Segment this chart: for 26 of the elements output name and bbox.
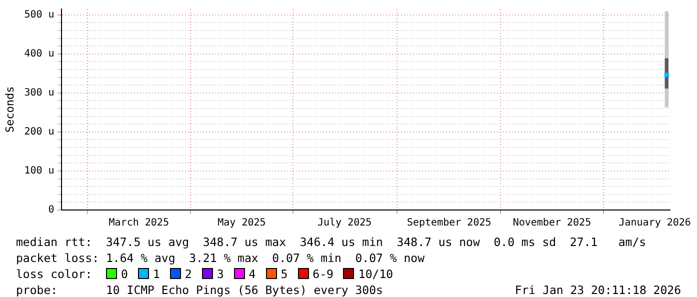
y-tick-label: 500 u	[24, 9, 54, 20]
legend-label: 10/10	[358, 267, 394, 281]
x-tick-label: July 2025	[317, 218, 372, 229]
y-tick-label: 400 u	[24, 48, 54, 60]
x-tick-label: March 2025	[108, 218, 169, 229]
x-tick-label: May 2025	[218, 218, 266, 229]
legend-label: 2	[184, 267, 192, 281]
legend-title: loss color:	[16, 267, 94, 281]
y-axis-title: Seconds	[3, 86, 16, 133]
text: Fri Jan 23 20:11:18 2026	[514, 283, 681, 297]
y-tick-label: 300 u	[24, 88, 54, 99]
text: median rtt: 347.5 us avg 348.7 us max 346.4 us min 348.7 us now 0.0 ms sd 27.1 am/s	[16, 235, 646, 249]
legend-label: 0	[121, 267, 128, 281]
x-tick-label: September 2025	[406, 218, 492, 229]
legend-label: 6-9	[312, 267, 334, 281]
legend-label: 1	[152, 267, 160, 281]
legend-label: 3	[216, 267, 224, 281]
y-tick-label: 100 u	[24, 166, 54, 177]
x-tick-label: November 2025	[512, 218, 592, 229]
y-tick-label: 0	[48, 204, 54, 216]
y-tick-label: 200 u	[24, 126, 54, 138]
legend-label: 4	[248, 267, 256, 281]
text: packet loss: 1.64 % avg 3.21 % max 0.07 % min 0.07 % now	[16, 251, 424, 265]
legend-label: 5	[280, 267, 288, 281]
text: probe: 10 ICMP Echo Pings (56 Bytes) every 300s	[16, 283, 383, 297]
x-tick-label: January 2026	[618, 218, 691, 229]
